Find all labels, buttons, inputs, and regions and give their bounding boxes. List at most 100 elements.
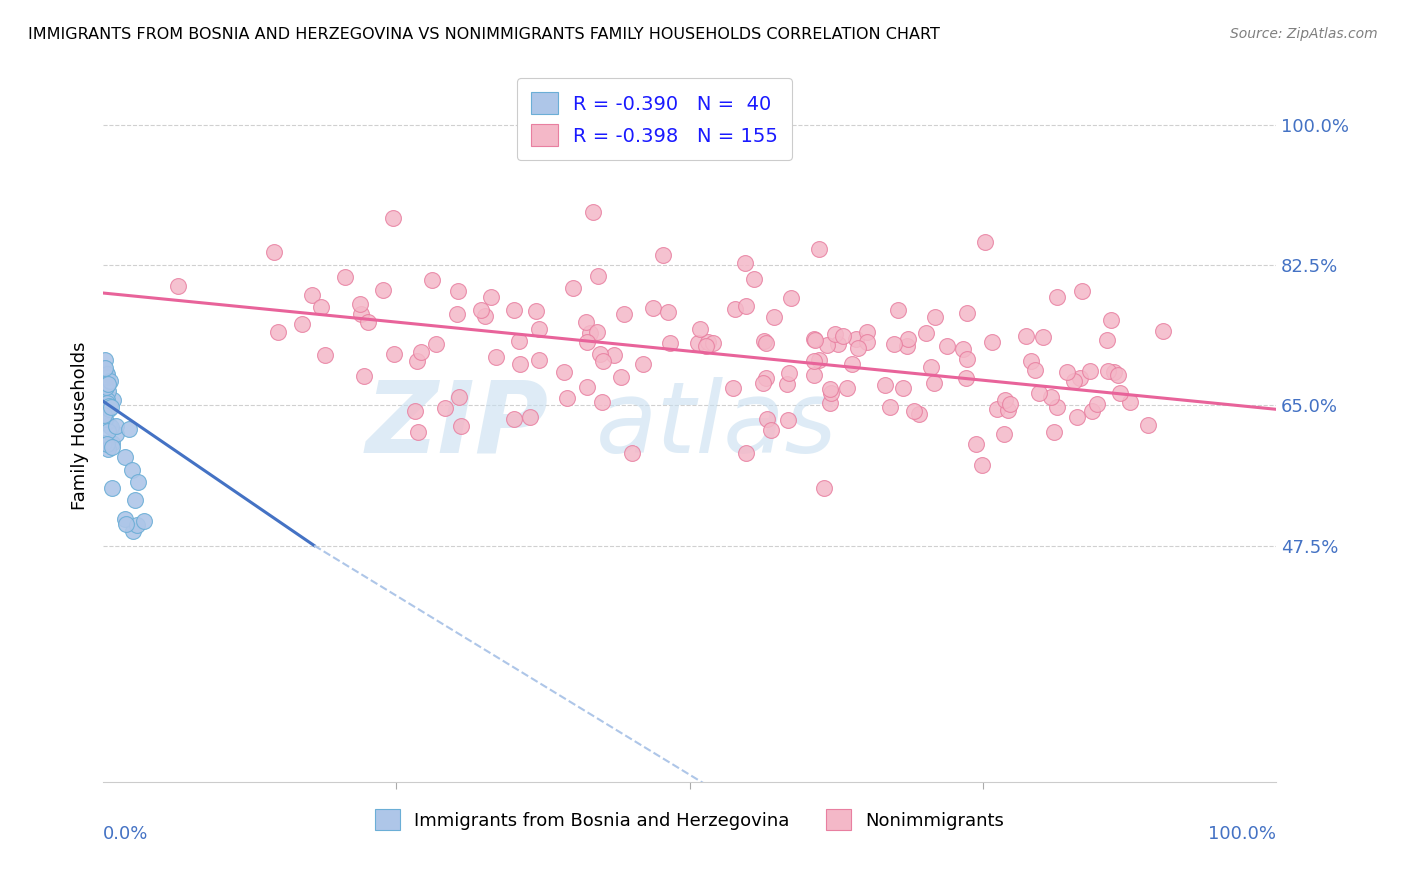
Point [922,376,945,391]
Point [94,367,117,381]
Point [702,336,724,351]
Point [907,407,929,421]
Point [134,514,156,528]
Point [1046,400,1069,414]
Point [576,380,599,394]
Point [349,297,371,311]
Point [778,367,800,381]
Point [936,339,959,353]
Point [301,288,323,302]
Point [856,325,879,339]
Point [503,411,526,425]
Point [652,248,675,262]
Point [755,370,778,384]
Point [721,381,744,395]
Point [96,368,118,382]
Point [755,335,778,350]
Point [886,303,908,318]
Point [896,339,918,353]
Point [166,279,188,293]
Point [1137,417,1160,432]
Point [406,425,429,439]
Point [1069,371,1091,385]
Point [752,376,775,391]
Text: 100.0%: 100.0% [1208,825,1277,843]
Point [1102,366,1125,380]
Point [105,418,128,433]
Point [586,268,609,283]
Point [96,437,118,451]
Point [524,304,547,318]
Point [125,517,148,532]
Point [820,382,842,396]
Point [266,326,288,340]
Point [93,436,115,450]
Text: atlas: atlas [596,376,838,474]
Point [118,422,141,436]
Point [447,390,470,404]
Point [114,512,136,526]
Point [357,315,380,329]
Point [94,353,117,368]
Point [965,437,987,451]
Point [803,368,825,383]
Point [508,334,530,348]
Point [121,462,143,476]
Point [803,353,825,368]
Point [903,404,925,418]
Point [450,419,472,434]
Point [509,357,531,371]
Point [575,334,598,349]
Point [579,326,602,340]
Point [582,205,605,219]
Point [883,337,905,351]
Point [807,352,830,367]
Point [658,336,681,351]
Point [613,307,636,321]
Point [920,359,942,374]
Point [1070,284,1092,298]
Point [101,436,124,450]
Point [697,334,720,349]
Point [589,347,612,361]
Point [856,335,879,350]
Point [835,381,858,395]
Point [689,322,711,336]
Point [970,458,993,472]
Point [952,342,974,356]
Point [1032,330,1054,344]
Point [479,290,502,304]
Point [527,321,550,335]
Point [100,420,122,434]
Point [1095,333,1118,347]
Point [555,392,578,406]
Point [519,410,541,425]
Point [592,354,614,368]
Point [350,306,373,320]
Point [955,352,977,367]
Point [827,337,849,351]
Point [803,332,825,346]
Point [527,353,550,368]
Point [1024,363,1046,377]
Point [980,335,1002,350]
Point [759,423,782,437]
Point [309,300,332,314]
Point [124,493,146,508]
Point [724,302,747,317]
Point [778,413,800,427]
Point [101,440,124,454]
Point [610,370,633,384]
Legend: Immigrants from Bosnia and Herzegovina, Nonimmigrants: Immigrants from Bosnia and Herzegovina, … [367,802,1012,838]
Point [879,401,901,415]
Point [97,418,120,433]
Point [97,401,120,416]
Text: ZIP: ZIP [366,376,548,474]
Text: 0.0%: 0.0% [103,825,149,843]
Point [997,402,1019,417]
Point [1028,386,1050,401]
Point [470,303,492,318]
Point [585,325,607,339]
Point [98,375,121,389]
Point [973,235,995,250]
